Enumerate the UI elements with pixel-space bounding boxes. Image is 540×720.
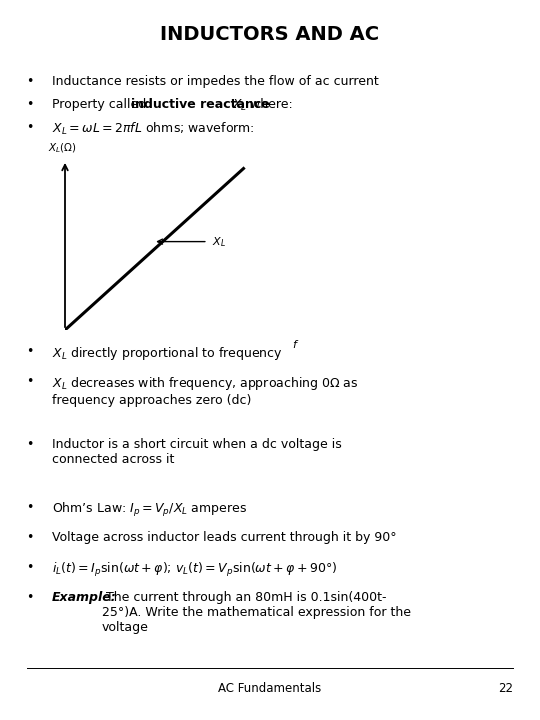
Text: AC Fundamentals: AC Fundamentals — [218, 682, 322, 695]
Text: $X_L$: $X_L$ — [212, 235, 226, 248]
Text: Ohm’s Law: $I_p = V_p/X_L$ amperes: Ohm’s Law: $I_p = V_p/X_L$ amperes — [52, 501, 247, 519]
Text: $X_L = \omega L = 2\pi fL$ ohms; waveform:: $X_L = \omega L = 2\pi fL$ ohms; wavefor… — [52, 121, 254, 137]
Text: Voltage across inductor leads current through it by 90°: Voltage across inductor leads current th… — [52, 531, 396, 544]
Text: $X_L$ directly proportional to frequency: $X_L$ directly proportional to frequency — [52, 345, 283, 362]
Text: $f$: $f$ — [292, 338, 299, 351]
Text: Inductor is a short circuit when a dc voltage is
connected across it: Inductor is a short circuit when a dc vo… — [52, 438, 342, 466]
Text: inductive reactance: inductive reactance — [131, 98, 270, 111]
Text: Inductance resists or impedes the flow of ac current: Inductance resists or impedes the flow o… — [52, 75, 379, 88]
Text: INDUCTORS AND AC: INDUCTORS AND AC — [160, 25, 380, 44]
Text: 22: 22 — [498, 682, 513, 695]
Text: •: • — [26, 98, 33, 111]
Text: •: • — [26, 121, 33, 134]
Text: $X_L$: $X_L$ — [228, 98, 247, 113]
Text: •: • — [26, 75, 33, 88]
Text: where:: where: — [246, 98, 293, 111]
Text: •: • — [26, 501, 33, 514]
Text: •: • — [26, 531, 33, 544]
Text: Property called: Property called — [52, 98, 150, 111]
Text: The current through an 80mH is 0.1sin(400t-
25°)A. Write the mathematical expres: The current through an 80mH is 0.1sin(40… — [102, 591, 411, 634]
Text: •: • — [26, 561, 33, 574]
Text: •: • — [26, 345, 33, 358]
Text: $i_L(t) = I_p\sin(\omega t + \varphi)$; $v_L(t) = V_p\sin(\omega t + \varphi + 9: $i_L(t) = I_p\sin(\omega t + \varphi)$; … — [52, 561, 337, 579]
Text: •: • — [26, 591, 33, 604]
Text: $X_L(\Omega)$: $X_L(\Omega)$ — [48, 141, 77, 155]
Text: Example:: Example: — [52, 591, 117, 604]
Text: •: • — [26, 438, 33, 451]
Text: •: • — [26, 375, 33, 388]
Text: $X_L$ decreases with frequency, approaching 0$\Omega$ as
frequency approaches ze: $X_L$ decreases with frequency, approach… — [52, 375, 359, 407]
